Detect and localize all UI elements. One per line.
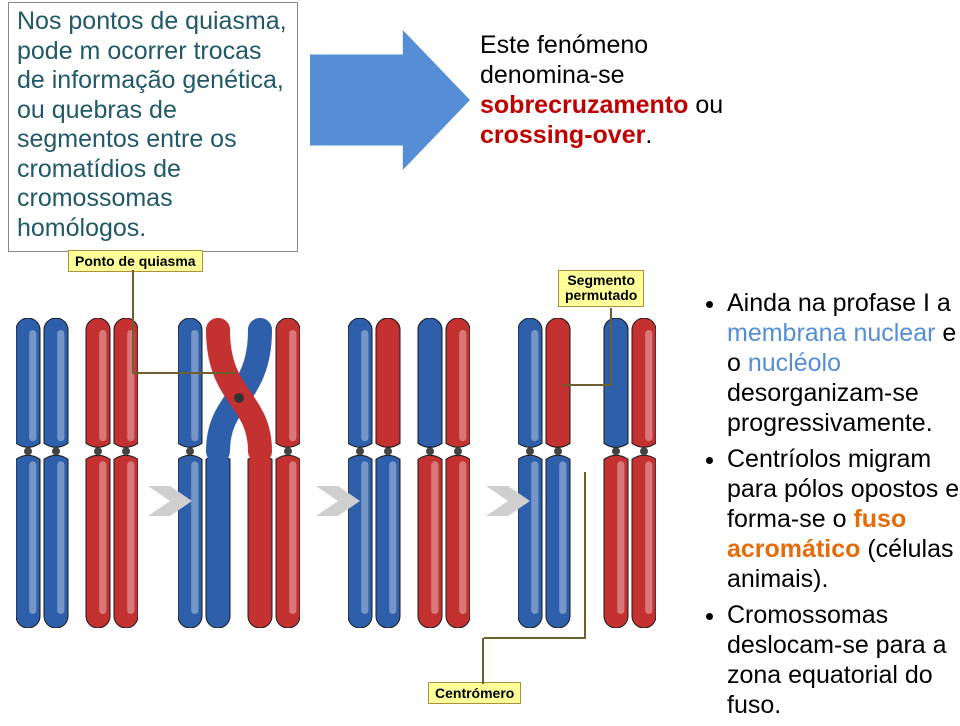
crossing-over-diagram: Ponto de quiasma Segmento permutado Cent… bbox=[8, 250, 708, 710]
bullet-item: Cromossomas deslocam-se para a zona equa… bbox=[727, 600, 960, 720]
bullet-item: Centríolos migram para pólos opostos e f… bbox=[727, 444, 960, 594]
label-centromero: Centrómero bbox=[428, 682, 521, 704]
bullet-item: Ainda na profase I a membrana nuclear e … bbox=[727, 288, 960, 438]
pointer-line bbox=[482, 638, 484, 684]
pointer-line bbox=[584, 472, 586, 639]
pointer-line bbox=[610, 308, 612, 386]
step-arrow-icon bbox=[148, 486, 192, 516]
arrow-caption-post: . bbox=[645, 121, 652, 149]
step-arrow-icon bbox=[316, 486, 360, 516]
arrow-caption-pre: Este fenómeno denomina-se bbox=[480, 31, 648, 89]
label-segmento-l1: Segmento bbox=[567, 272, 635, 288]
chromosome-pair bbox=[348, 318, 470, 633]
chromosome-pair bbox=[178, 318, 300, 633]
pointer-line bbox=[132, 270, 134, 374]
label-segmento-l2: permutado bbox=[565, 287, 637, 303]
intro-text: Nos pontos de quiasma, pode m ocorrer tr… bbox=[17, 7, 289, 243]
arrow-caption-red2: crossing-over bbox=[480, 121, 645, 149]
pointer-line bbox=[134, 372, 236, 374]
chromosome-pair bbox=[16, 318, 138, 633]
pointer-line bbox=[562, 384, 612, 386]
label-ponto-de-quiasma: Ponto de quiasma bbox=[68, 250, 203, 272]
pointer-line bbox=[484, 637, 584, 639]
bullet-list: Ainda na profase I a membrana nuclear e … bbox=[705, 288, 960, 726]
arrow-caption-red1: sobrecruzamento bbox=[480, 91, 688, 119]
arrow-caption-mid: ou bbox=[688, 91, 723, 119]
step-arrow-icon bbox=[486, 486, 530, 516]
chromosome-pair bbox=[518, 318, 656, 633]
intro-box: Nos pontos de quiasma, pode m ocorrer tr… bbox=[8, 2, 298, 252]
arrow-caption: Este fenómeno denomina-se sobrecruzament… bbox=[480, 30, 770, 150]
big-arrow bbox=[310, 30, 470, 175]
label-segmento-permutado: Segmento permutado bbox=[558, 270, 644, 307]
